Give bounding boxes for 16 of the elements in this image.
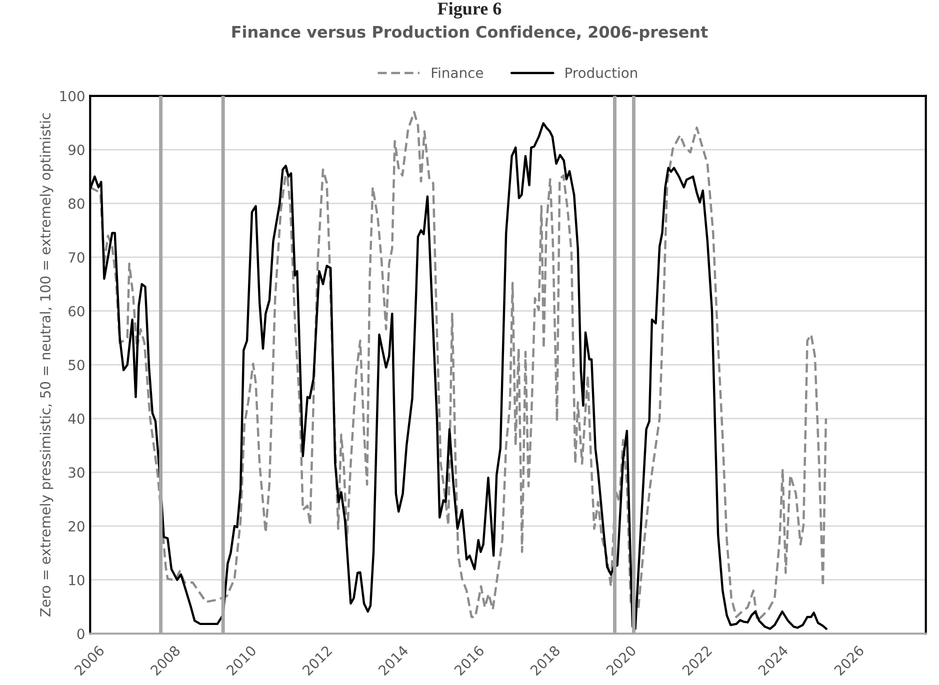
legend-label: Finance [432,67,483,78]
y-tick-label: 40 [68,414,84,424]
y-tick-label: 0 [77,628,84,640]
y-tick-label: 10 [69,574,84,586]
y-tick-label: 30 [68,467,84,478]
legend-label: Production [566,67,637,78]
y-axis-title: Zero = extremely pressimistic, 50 = neutral, 100 = extremely optimistic [40,113,54,616]
y-tick-label: 50 [68,360,84,370]
y-tick-label: 100 [60,90,84,102]
y-tick-label: 90 [68,144,84,156]
y-tick-label: 20 [68,521,84,532]
chart-title: Finance versus Production Confidence, 2006-present [232,26,708,41]
y-tick-label: 60 [68,306,84,316]
y-tick-label: 70 [68,252,84,263]
y-tick-label: 80 [68,198,84,209]
caption: Figure 6 [438,2,502,19]
